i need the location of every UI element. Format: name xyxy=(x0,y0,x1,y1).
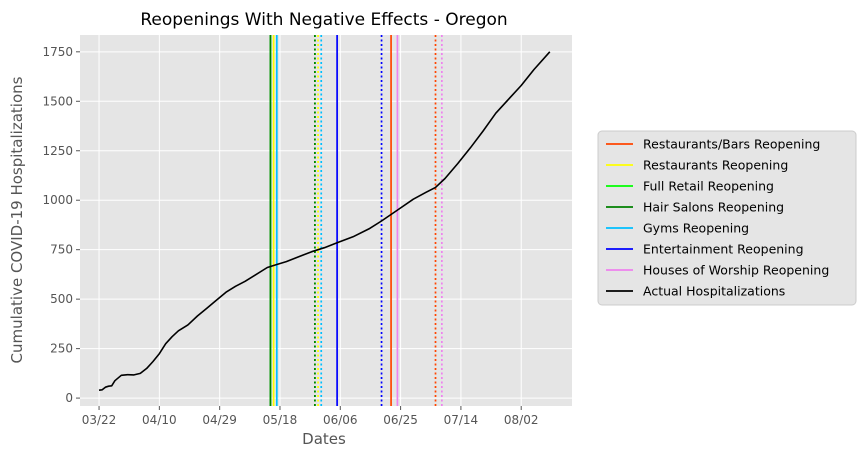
chart-title: Reopenings With Negative Effects - Orego… xyxy=(140,10,507,30)
plot-area xyxy=(80,35,572,406)
legend-label: Restaurants Reopening xyxy=(643,158,788,173)
legend-label: Hair Salons Reopening xyxy=(643,200,784,215)
x-axis-label: Dates xyxy=(302,430,346,448)
series-line xyxy=(98,51,551,391)
grid xyxy=(80,35,572,406)
x-tick-label: 03/22 xyxy=(82,413,117,427)
legend-label: Houses of Worship Reopening xyxy=(643,263,829,278)
y-tick-label: 250 xyxy=(50,342,73,356)
x-tick-label: 04/10 xyxy=(142,413,177,427)
x-tick-label: 07/14 xyxy=(444,413,479,427)
legend-label: Restaurants/Bars Reopening xyxy=(643,137,820,152)
x-tick-label: 05/18 xyxy=(263,413,298,427)
legend-label: Full Retail Reopening xyxy=(643,179,774,194)
x-tick-label: 04/29 xyxy=(202,413,237,427)
y-axis-ticks: 0 250 500 750 1000 1250 1500 1750 xyxy=(42,45,80,405)
y-tick-label: 750 xyxy=(50,243,73,257)
x-axis-ticks: 03/22 04/10 04/29 05/18 06/06 06/25 07/14 08/02 xyxy=(82,406,539,427)
x-tick-label: 06/25 xyxy=(383,413,418,427)
y-axis-label: Cumulative COVID-19 Hospitalizations xyxy=(8,76,26,363)
legend-label: Actual Hospitalizations xyxy=(643,284,785,299)
y-tick-label: 1500 xyxy=(42,94,73,108)
legend: Restaurants/Bars Reopening Restaurants Re… xyxy=(597,130,857,306)
y-tick-label: 1750 xyxy=(42,45,73,59)
y-tick-label: 0 xyxy=(65,391,73,405)
x-tick-label: 06/06 xyxy=(323,413,358,427)
y-tick-label: 500 xyxy=(50,292,73,306)
legend-label: Gyms Reopening xyxy=(643,221,749,236)
x-tick-label: 08/02 xyxy=(504,413,539,427)
series-layer xyxy=(98,51,551,391)
y-tick-label: 1000 xyxy=(42,193,73,207)
legend-label: Entertainment Reopening xyxy=(643,242,804,257)
y-tick-label: 1250 xyxy=(42,144,73,158)
legend-box xyxy=(597,130,857,306)
reopening-lines xyxy=(269,35,443,406)
